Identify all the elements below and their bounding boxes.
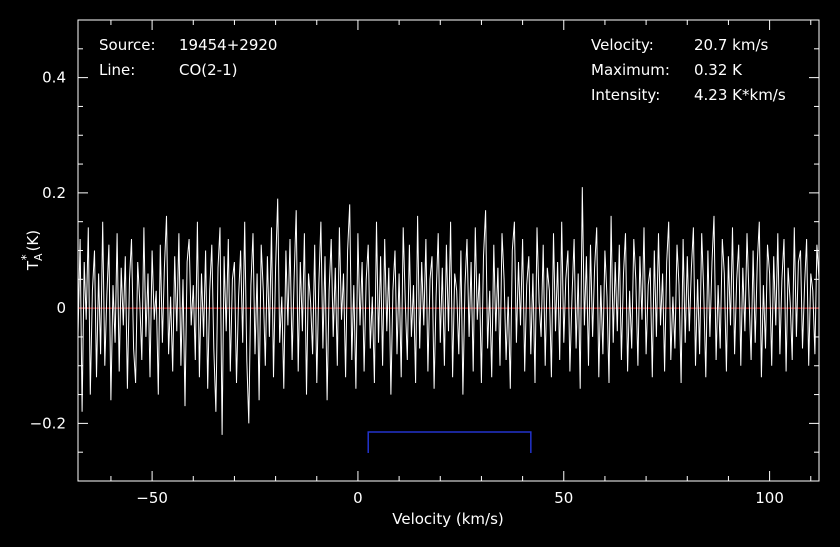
velocity-label: Velocity: <box>591 36 654 54</box>
source-label: Source: <box>99 36 156 54</box>
y-tick-label: 0 <box>56 299 66 317</box>
y-tick-label: −0.2 <box>30 414 66 432</box>
y-axis-label-symbol: T <box>24 260 42 271</box>
y-axis-label-sup: * <box>19 254 33 260</box>
svg-text:TA*(K): TA* (K) <box>19 230 45 271</box>
y-axis-label: TA* (K) <box>19 230 45 271</box>
y-tick-label: 0.4 <box>42 69 66 87</box>
axis-tick-labels: −50 0 50 100 −0.2 0 0.2 0.4 <box>30 69 784 507</box>
spectrum-line <box>77 37 820 453</box>
intensity-label: Intensity: <box>591 86 661 104</box>
x-tick-label: 50 <box>554 489 573 507</box>
velocity-window-marker <box>367 431 532 454</box>
intensity-value: 4.23 K*km/s <box>694 86 786 104</box>
line-value: CO(2-1) <box>179 61 238 79</box>
source-value: 19454+2920 <box>179 36 278 54</box>
y-axis-label-unit: (K) <box>24 230 42 252</box>
y-tick-label: 0.2 <box>42 184 66 202</box>
maximum-value: 0.32 K <box>694 61 743 79</box>
line-label: Line: <box>99 61 136 79</box>
x-tick-label: 0 <box>353 489 363 507</box>
x-axis-label: Velocity (km/s) <box>392 510 503 528</box>
axis-ticks <box>78 19 819 481</box>
x-tick-label: −50 <box>136 489 168 507</box>
x-tick-label: 100 <box>755 489 784 507</box>
maximum-label: Maximum: <box>591 61 670 79</box>
y-axis-label-sub: A <box>32 253 45 261</box>
velocity-value: 20.7 km/s <box>694 36 769 54</box>
